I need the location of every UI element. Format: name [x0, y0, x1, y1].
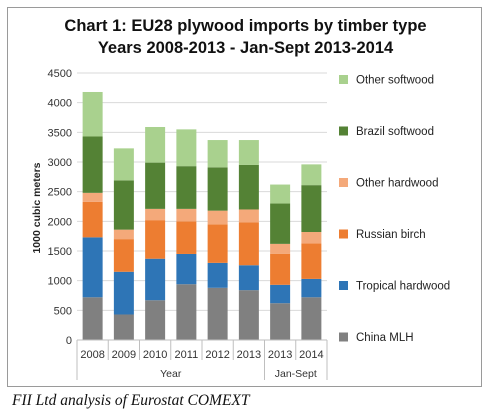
y-axis-label: 1000 cubic meters: [31, 162, 43, 253]
bar-segment: [82, 136, 103, 193]
bar-segment: [238, 290, 259, 340]
stacked-bar-chart: 0 500 1000 1500 2000 2500 3000 3500 4000 4500 2008…: [31, 68, 450, 380]
y-tick-label: 2500: [48, 187, 72, 199]
bar-segment: [207, 287, 228, 340]
x-group-label: Jan-Sept: [275, 368, 317, 380]
bar-segment: [145, 126, 166, 163]
chart-title: Chart 1: EU28 plywood imports by timber …: [64, 17, 427, 35]
legend-swatch: [339, 332, 348, 342]
bar-segment: [82, 237, 103, 298]
bar-segment: [176, 284, 197, 340]
x-tick-label: 2008: [80, 349, 104, 361]
y-tick-label: 500: [54, 305, 72, 317]
bar-segment: [238, 222, 259, 266]
y-tick-label: 2000: [48, 216, 72, 228]
bar-segment: [207, 262, 228, 288]
bar-segment: [176, 208, 197, 222]
bar-segment: [113, 314, 134, 340]
bar-segment: [270, 303, 291, 340]
bar-segment: [270, 203, 291, 244]
x-tick-label: 2010: [143, 349, 167, 361]
bar-segment: [238, 265, 259, 291]
legend-label: Brazil softwood: [356, 126, 434, 138]
y-tick-label: 1500: [48, 246, 72, 258]
legend-label: Russian birch: [356, 229, 426, 241]
legend-label: Tropical hardwood: [356, 281, 450, 293]
bar-segment: [207, 167, 228, 211]
bar-segment: [113, 239, 134, 272]
x-tick-label: 2013: [268, 349, 292, 361]
bar-segment: [270, 184, 291, 204]
bar-segment: [270, 253, 291, 285]
bar-segment: [113, 229, 134, 240]
y-tick-label: 3500: [48, 127, 72, 139]
bar-segment: [207, 210, 228, 225]
legend-swatch: [339, 229, 348, 239]
bar-segment: [270, 284, 291, 304]
chart-subtitle: Years 2008-2013 - Jan-Sept 2013-2014: [97, 39, 394, 57]
legend-swatch: [339, 178, 348, 187]
bar-segment: [82, 201, 103, 238]
bar-segment: [301, 185, 322, 233]
bar-segment: [82, 192, 103, 202]
x-tick-label: 2009: [112, 349, 136, 361]
x-tick-label: 2013: [237, 349, 261, 361]
bar-segment: [145, 220, 166, 259]
x-tick-label: 2014: [299, 349, 323, 361]
legend-label: Other hardwood: [356, 178, 438, 190]
bar-segment: [301, 243, 322, 279]
bar-segment: [145, 258, 166, 301]
bar-segment: [145, 162, 166, 209]
legend-label: China MLH: [356, 332, 414, 344]
legend-swatch: [339, 281, 348, 290]
bar-segment: [301, 164, 322, 186]
y-tick-label: 4000: [48, 98, 72, 110]
bar-segment: [176, 221, 197, 254]
x-tick-label: 2011: [175, 349, 199, 361]
bar-segment: [145, 300, 166, 340]
x-group-label: Year: [160, 368, 182, 380]
y-tick-label: 3000: [48, 157, 72, 169]
y-tick-label: 1000: [48, 276, 72, 288]
bar-segment: [176, 253, 197, 285]
bar-segment: [238, 164, 259, 210]
legend: Other softwood Brazil softwood Other hardw…: [339, 75, 450, 344]
bars: [82, 91, 322, 340]
bar-segment: [176, 129, 197, 167]
bar-segment: [238, 140, 259, 165]
bar-segment: [82, 91, 103, 137]
bar-segment: [301, 278, 322, 298]
x-tick-label: 2012: [205, 349, 229, 361]
y-tick-label: 4500: [48, 68, 72, 80]
source-caption: FII Ltd analysis of Eurostat COMEXT: [12, 392, 250, 409]
bar-segment: [207, 224, 228, 263]
axes: 0 500 1000 1500 2000 2500 3000 3500 4000 4500 2008…: [48, 68, 328, 380]
legend-label: Other softwood: [356, 75, 434, 87]
legend-swatch: [339, 75, 348, 84]
bar-segment: [301, 297, 322, 340]
bar-segment: [113, 148, 134, 181]
bar-segment: [207, 140, 228, 168]
bar-segment: [113, 180, 134, 230]
bar-segment: [238, 209, 259, 223]
bar-segment: [82, 297, 103, 340]
legend-swatch: [339, 126, 348, 136]
bar-segment: [145, 208, 166, 221]
bar-segment: [176, 166, 197, 209]
bar-segment: [301, 232, 322, 244]
bar-segment: [270, 243, 291, 254]
bar-segment: [113, 271, 134, 315]
y-tick-label: 0: [66, 335, 72, 347]
